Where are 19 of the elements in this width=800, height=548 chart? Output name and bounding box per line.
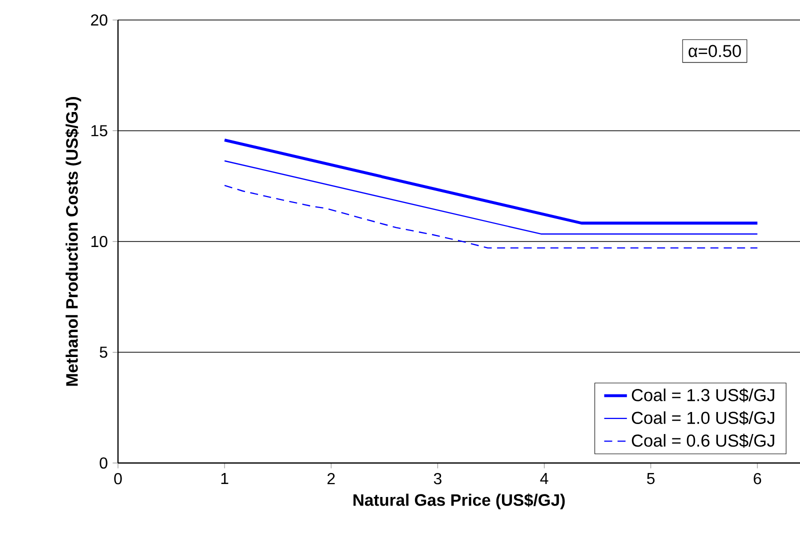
y-tick-label: 15 — [91, 125, 108, 136]
line-series — [224, 184, 758, 249]
y-tick-label: 20 — [91, 14, 108, 26]
x-tick-label: 6 — [754, 473, 762, 484]
legend-label: Coal = 1.3 US$/GJ — [632, 388, 774, 402]
annotation: α=0.50 — [688, 44, 741, 58]
y-tick-label: 5 — [100, 346, 108, 358]
x-tick-label: 2 — [327, 473, 335, 484]
legend-label: Coal = 0.6 US$/GJ — [632, 434, 774, 448]
x-tick-label: 1 — [221, 473, 228, 484]
x-tick-label: 5 — [647, 473, 655, 484]
x-axis-title: Natural Gas Price (US$/GJ) — [354, 493, 565, 510]
y-tick-label: 10 — [91, 236, 108, 248]
x-tick-label: 3 — [434, 473, 442, 484]
legend-label: Coal = 1.0 US$/GJ — [632, 411, 774, 426]
y-axis-title: Methanol Production Costs (US$/GJ) — [65, 97, 82, 386]
x-tick-label: 4 — [540, 473, 548, 484]
y-tick-label: 0 — [100, 457, 108, 469]
x-tick-label: 0 — [114, 473, 122, 484]
